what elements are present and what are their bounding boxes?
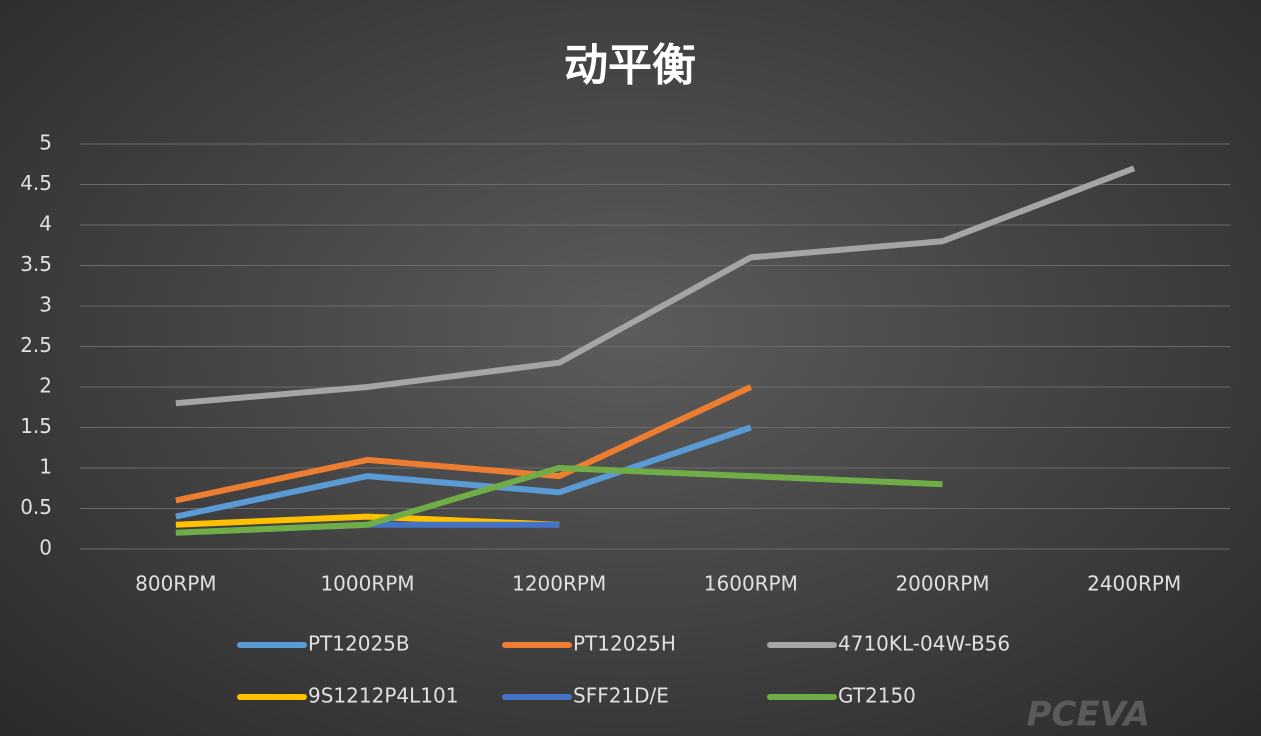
legend-label: PT12025H (573, 632, 676, 656)
y-tick-label: 0 (39, 536, 52, 560)
series-line (175, 465, 943, 536)
x-tick-label: 2400RPM (1087, 572, 1181, 596)
y-tick-label: 4.5 (20, 171, 52, 195)
y-tick-label: 5 (39, 131, 52, 155)
y-tick-label: 1.5 (20, 414, 52, 438)
series-line (175, 165, 1136, 407)
x-tick-label: 1200RPM (512, 572, 606, 596)
legend-label: 4710KL-04W-B56 (838, 632, 1010, 656)
y-tick-label: 4 (39, 212, 52, 236)
legend-label: SFF21D/E (573, 684, 669, 708)
x-tick-label: 800RPM (135, 572, 216, 596)
x-tick-label: 1000RPM (320, 572, 414, 596)
watermark: PCEVA (1027, 695, 1150, 735)
legend-label: PT12025B (308, 632, 410, 656)
series-line (175, 384, 753, 504)
legend-label: 9S1212P4L101 (308, 684, 458, 708)
y-tick-label: 0.5 (20, 495, 52, 519)
y-tick-label: 3.5 (20, 252, 52, 276)
series-line (175, 424, 752, 520)
chart-title: 动平衡 (564, 40, 696, 91)
x-tick-label: 2000RPM (895, 572, 989, 596)
legend-label: GT2150 (838, 684, 916, 708)
y-tick-label: 2 (39, 374, 52, 398)
y-tick-label: 1 (39, 455, 52, 479)
y-tick-label: 3 (39, 293, 52, 317)
x-tick-label: 1600RPM (704, 572, 798, 596)
y-tick-label: 2.5 (20, 333, 52, 357)
